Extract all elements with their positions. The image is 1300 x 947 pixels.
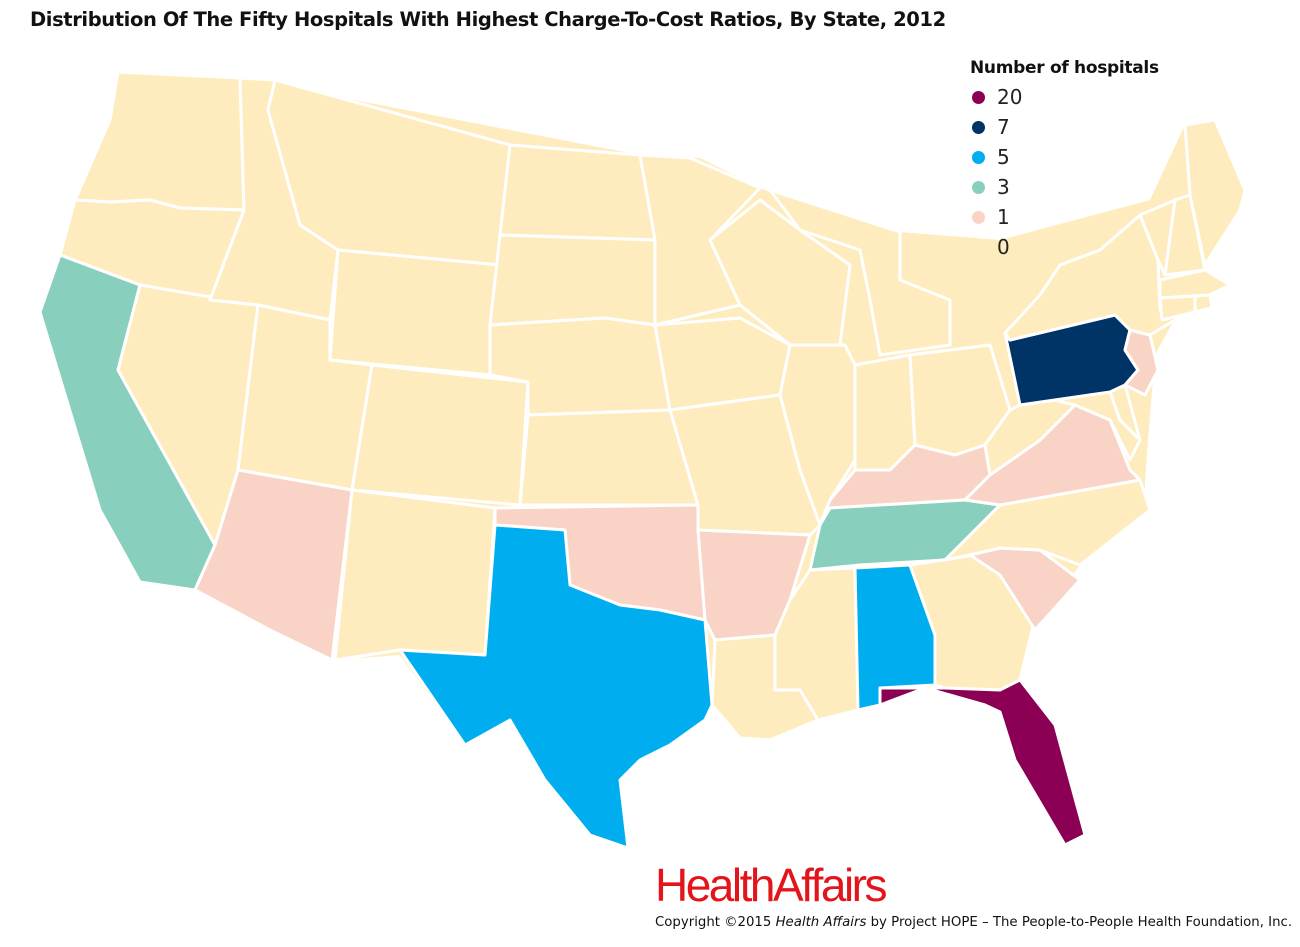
state-massachusetts [1158,268,1232,300]
legend-swatch [972,90,985,104]
state-washington [73,70,246,212]
legend-swatch [972,240,985,254]
state-colorado [350,363,530,507]
legend-title: Number of hospitals [970,58,1159,78]
copyright-suffix: by Project HOPE – The People-to-People H… [866,915,1293,930]
legend-item: 20 [972,82,1159,112]
state-north-dakota [498,143,657,242]
legend-item: 7 [972,112,1159,142]
legend-swatch [972,120,985,134]
legend-swatch [972,150,985,164]
state-wyoming [328,248,502,377]
copyright-publication: Health Affairs [775,915,867,930]
legend-item: 5 [972,142,1159,172]
health-affairs-logo: HealthAffairs [655,859,888,911]
state-kansas [518,408,700,507]
state-wisconsin [708,198,852,347]
legend-label: 5 [997,145,1010,169]
legend-items: 20 7 5 3 1 0 [970,82,1159,262]
state-connecticut [1158,294,1197,322]
state-new-jersey [1123,328,1160,397]
legend-label: 7 [997,115,1010,139]
legend-swatch [972,180,985,194]
state-south-dakota [488,233,657,327]
state-new-mexico [333,488,497,662]
legend-item: 0 [972,232,1159,262]
legend-item: 3 [972,172,1159,202]
legend-swatch [972,210,985,224]
state-north-carolina [943,478,1152,567]
legend: Number of hospitals 20 7 5 3 1 0 [970,58,1159,262]
copyright-notice: Copyright ©2015 Health Affairs by Projec… [655,915,1292,930]
state-florida [878,678,1087,847]
legend-label: 3 [997,175,1010,199]
legend-label: 20 [997,85,1023,109]
legend-item: 1 [972,202,1159,232]
state-rhode-island [1193,293,1214,314]
state-texas [398,523,714,850]
copyright-prefix: Copyright ©2015 [655,915,776,930]
legend-label: 1 [997,205,1010,229]
map-title: Distribution Of The Fifty Hospitals With… [30,8,946,31]
legend-label: 0 [997,235,1010,259]
state-michigan [768,188,952,357]
state-maine [1183,118,1247,267]
